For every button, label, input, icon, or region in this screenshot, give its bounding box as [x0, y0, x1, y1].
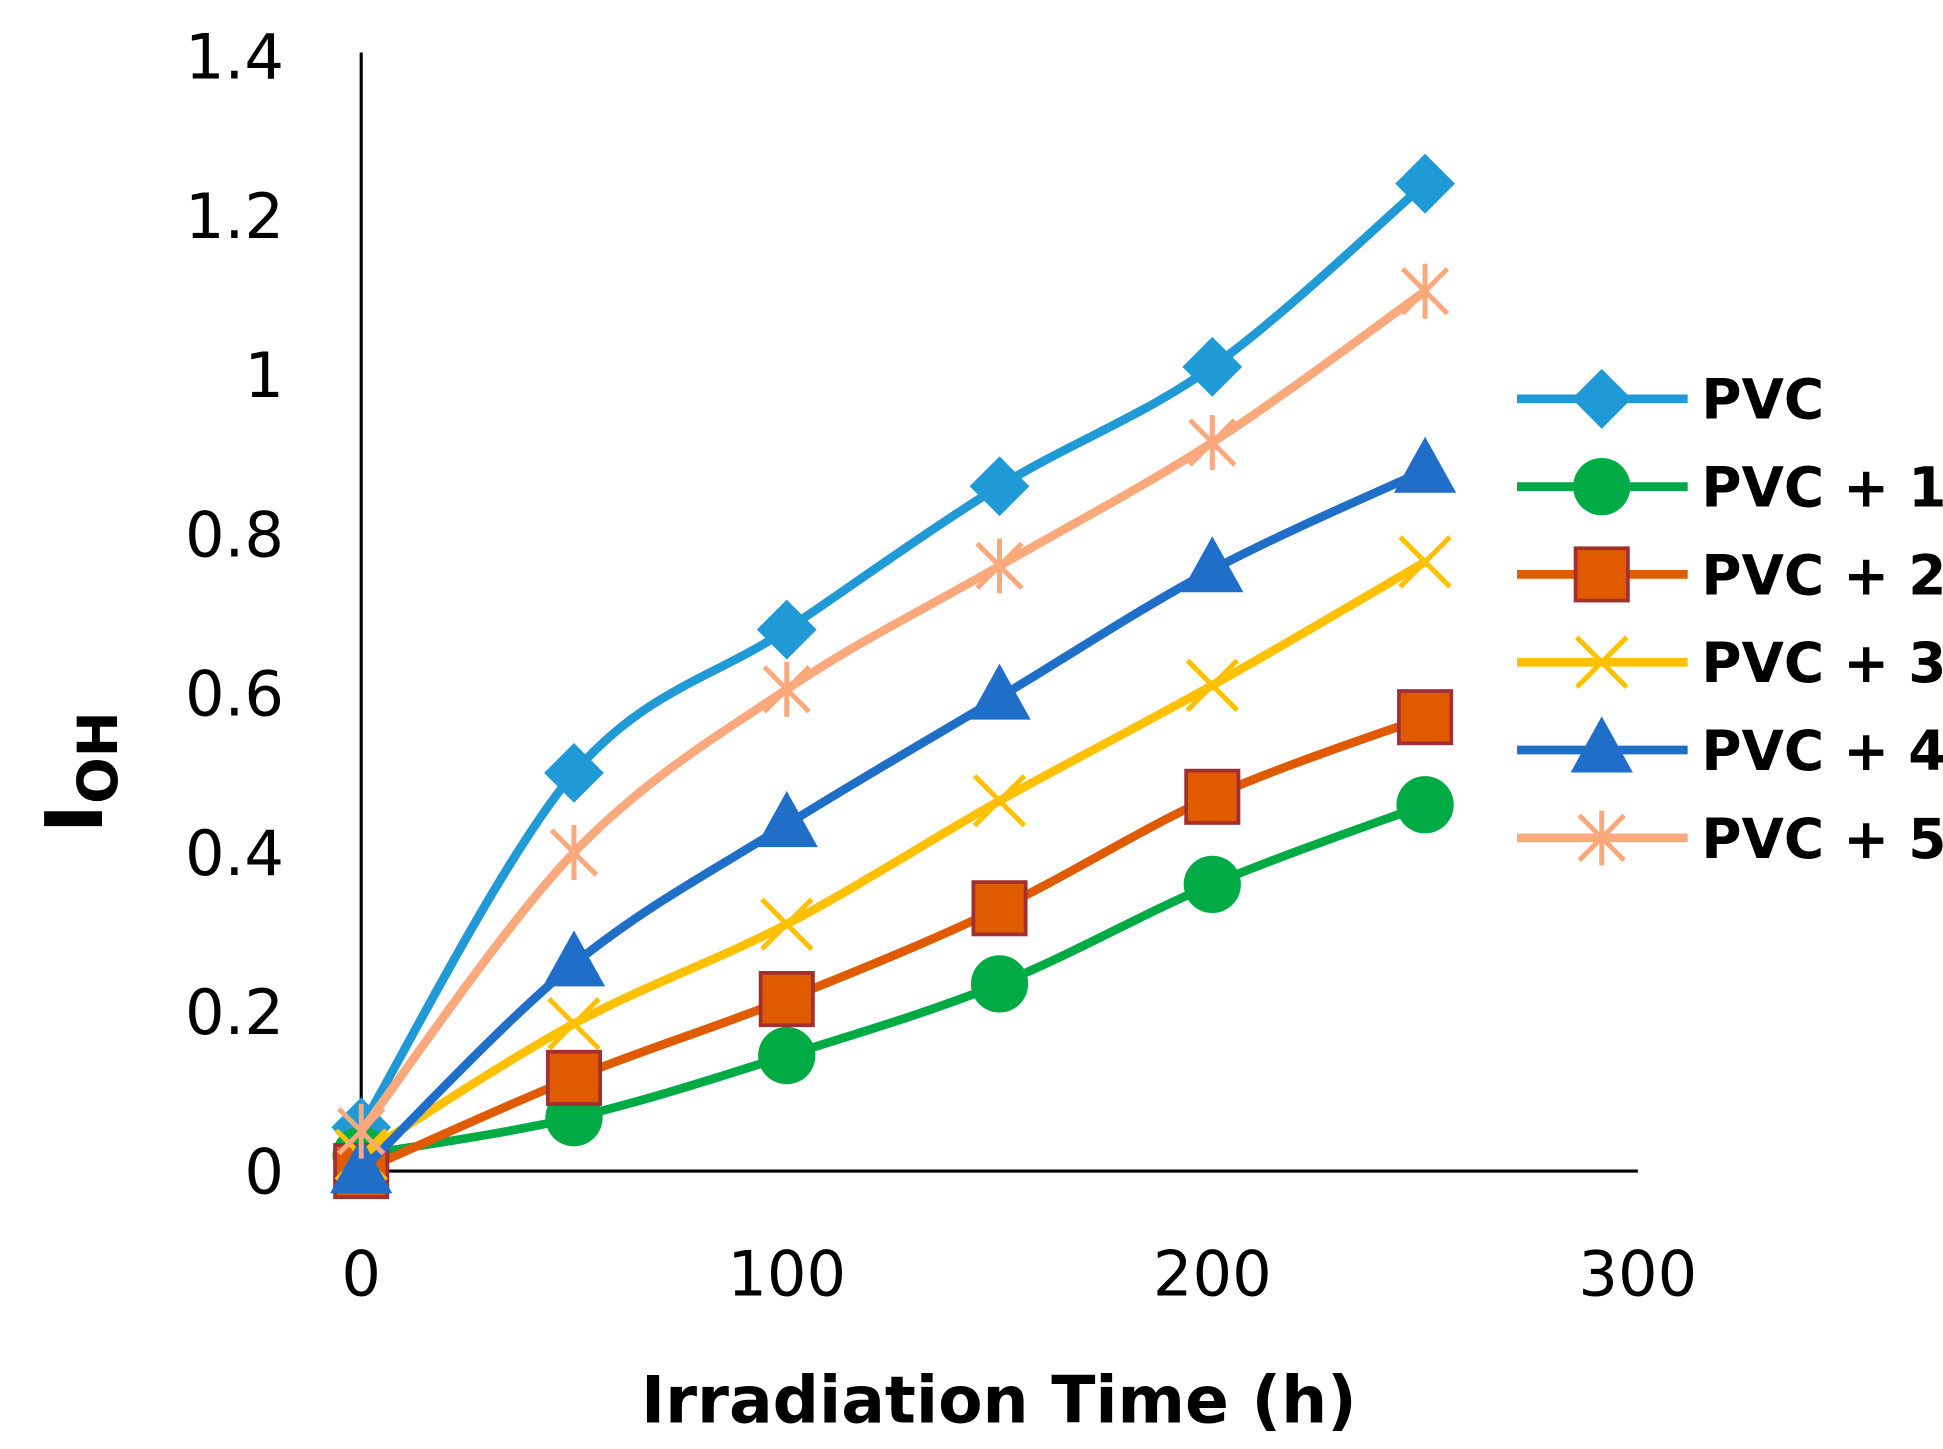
data-point-diamond	[1395, 153, 1455, 214]
data-point-x	[972, 774, 1027, 828]
series-line	[357, 180, 1428, 1130]
data-point-star	[1400, 263, 1450, 319]
svg-text:IOH: IOH	[28, 711, 130, 833]
legend-item: PVC + 5	[1517, 807, 1943, 871]
data-point-x	[1398, 535, 1452, 589]
data-point-diamond	[1571, 368, 1632, 429]
y-tick-label: 1.2	[185, 180, 284, 253]
series-pvc-3	[334, 535, 1452, 1182]
data-point-star	[975, 538, 1024, 594]
data-point-triangle	[1393, 436, 1457, 493]
series-line	[358, 466, 1427, 1175]
data-point-diamond	[756, 599, 817, 660]
x-tick-label: 100	[727, 1238, 846, 1311]
data-point-star	[549, 825, 599, 880]
data-point-star	[337, 1103, 386, 1159]
x-tick-label: 0	[341, 1238, 381, 1311]
x-tick-label: 200	[1153, 1238, 1272, 1311]
data-point-triangle	[1181, 536, 1244, 593]
data-point-x	[760, 897, 814, 951]
data-point-square	[1573, 546, 1630, 603]
series-pvc-2	[333, 689, 1454, 1200]
data-point-circle	[1573, 457, 1631, 516]
legend-item: PVC + 2	[1517, 543, 1943, 607]
data-point-circle	[970, 955, 1029, 1013]
y-tick-label: 1	[244, 339, 284, 412]
legend-item: PVC + 4	[1517, 716, 1943, 783]
data-point-diamond	[969, 456, 1030, 517]
legend-item: PVC + 1	[1517, 456, 1943, 520]
x-tick-label: 300	[1578, 1238, 1697, 1311]
x-axis-ticks: 0 100 200 300	[341, 1238, 1697, 1311]
y-axis-label-main: I	[28, 804, 121, 834]
data-point-circle	[1183, 855, 1241, 914]
data-point-circle	[758, 1026, 816, 1085]
series-pvc-4	[330, 436, 1457, 1194]
legend-label: PVC + 1	[1701, 456, 1943, 520]
y-tick-label: 1.4	[185, 21, 284, 94]
legend-label: PVC + 4	[1701, 719, 1943, 783]
legend-item: PVC	[1517, 368, 1824, 432]
series-line	[357, 287, 1428, 1134]
data-point-square	[971, 880, 1028, 937]
data-point-triangle	[755, 791, 818, 848]
legend-label: PVC + 5	[1701, 807, 1943, 871]
data-point-square	[758, 971, 815, 1028]
series-group	[330, 153, 1457, 1200]
data-point-x	[1185, 658, 1239, 712]
series-pvc-5	[337, 263, 1450, 1159]
series-line	[359, 713, 1427, 1176]
data-point-x	[1575, 635, 1629, 689]
y-axis-label: IOH	[28, 711, 130, 833]
data-point-square	[1184, 768, 1241, 825]
y-tick-label: 0.2	[185, 976, 284, 1049]
y-tick-label: 0.4	[185, 817, 284, 890]
y-axis-label-sub: OH	[66, 711, 130, 803]
data-point-triangle	[542, 930, 606, 987]
data-point-star	[1577, 810, 1626, 866]
legend-label: PVC + 2	[1701, 543, 1943, 607]
data-point-square	[1397, 689, 1454, 746]
y-tick-label: 0.6	[185, 658, 284, 731]
x-axis-label: Irradiation Time (h)	[641, 1364, 1357, 1439]
legend-item: PVC + 3	[1517, 631, 1943, 695]
y-tick-label: 0	[244, 1135, 284, 1208]
series-line	[358, 558, 1428, 1159]
data-point-star	[1188, 415, 1237, 470]
legend: PVC PVC + 1 PVC + 2 PVC + 3 PVC + 4 PVC + 5	[1517, 368, 1943, 871]
data-point-triangle	[968, 663, 1031, 720]
series-pvc-1	[332, 776, 1454, 1184]
legend-label: PVC + 3	[1701, 631, 1943, 695]
data-point-triangle	[1570, 716, 1633, 773]
legend-label: PVC	[1701, 368, 1824, 432]
data-point-diamond	[544, 743, 604, 803]
data-point-x	[547, 997, 601, 1051]
data-point-triangle	[330, 1137, 393, 1194]
y-tick-label: 0.8	[185, 498, 284, 571]
series-pvc	[331, 153, 1455, 1158]
data-point-circle	[1396, 776, 1454, 834]
data-point-square	[545, 1049, 602, 1106]
y-axis-ticks: 0 0.2 0.4 0.6 0.8 1 1.2 1.4	[185, 21, 284, 1209]
data-point-star	[762, 661, 811, 717]
